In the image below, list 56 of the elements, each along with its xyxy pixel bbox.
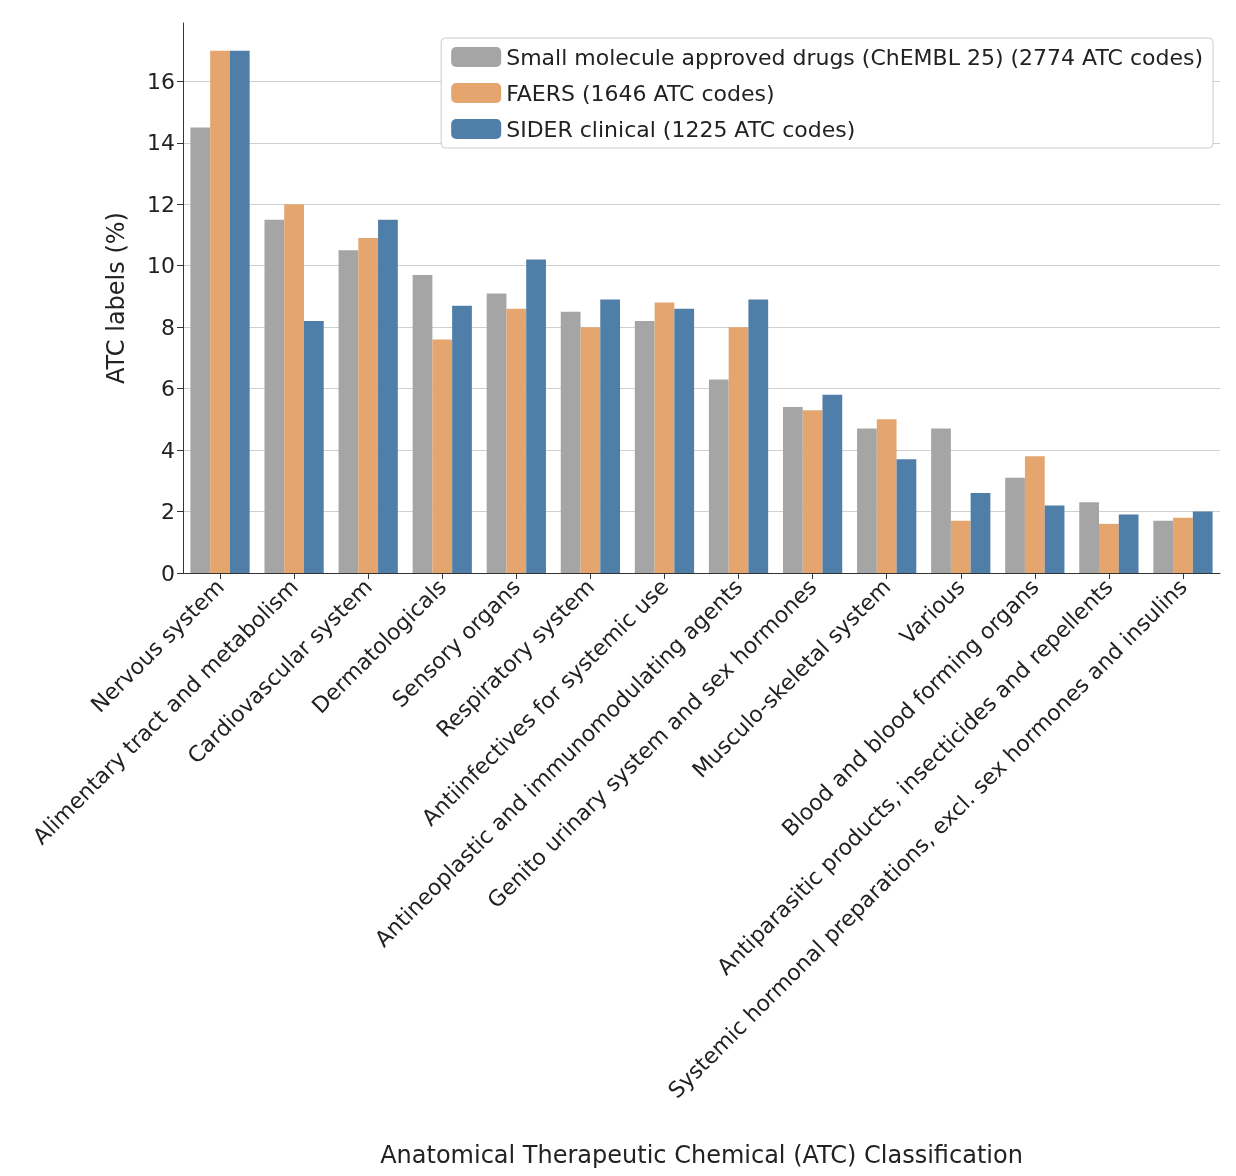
bar bbox=[1192, 511, 1213, 573]
bar bbox=[782, 407, 803, 573]
bar bbox=[857, 428, 877, 573]
y-tick-label: 6 bbox=[161, 376, 175, 402]
bar bbox=[560, 311, 581, 573]
bar bbox=[338, 250, 359, 573]
bar bbox=[654, 302, 675, 573]
bar bbox=[1099, 523, 1119, 573]
bar bbox=[432, 339, 453, 573]
bar bbox=[210, 50, 230, 573]
bar bbox=[358, 238, 379, 573]
legend-label: Small molecule approved drugs (ChEMBL 25) (2774 ATC codes) bbox=[506, 44, 1203, 70]
y-tick-label: 4 bbox=[161, 437, 175, 463]
y-tick-label: 12 bbox=[147, 191, 175, 217]
y-tick-label: 14 bbox=[147, 130, 175, 156]
bar bbox=[950, 520, 971, 573]
y-tick-label: 2 bbox=[161, 499, 175, 525]
bar bbox=[486, 293, 507, 573]
bar bbox=[229, 50, 250, 573]
bar bbox=[1153, 520, 1174, 573]
bar bbox=[1173, 517, 1193, 573]
bar bbox=[526, 259, 546, 573]
y-axis-title: ATC labels (%) bbox=[102, 212, 130, 384]
bar bbox=[970, 493, 991, 573]
bar bbox=[708, 379, 729, 573]
bar bbox=[412, 274, 433, 573]
bar bbox=[1005, 477, 1025, 573]
bar bbox=[600, 299, 621, 573]
y-tick-label: 8 bbox=[161, 314, 175, 340]
bar bbox=[378, 219, 398, 573]
bar bbox=[264, 219, 285, 573]
bar bbox=[1079, 502, 1100, 573]
bar bbox=[931, 428, 951, 573]
bar bbox=[284, 204, 304, 573]
y-tick-label: 10 bbox=[147, 253, 175, 279]
bar bbox=[822, 394, 843, 573]
y-tick-label: 0 bbox=[161, 560, 175, 586]
bar bbox=[452, 305, 472, 573]
bar bbox=[506, 308, 527, 573]
bar bbox=[190, 127, 211, 573]
bar bbox=[1044, 505, 1065, 573]
bar bbox=[580, 327, 601, 573]
bar bbox=[748, 299, 769, 573]
bar bbox=[303, 321, 324, 573]
bar bbox=[1118, 514, 1139, 573]
bar bbox=[1024, 456, 1045, 573]
x-axis-title: Anatomical Therapeutic Chemical (ATC) Classification bbox=[380, 1141, 1023, 1169]
bar bbox=[728, 327, 749, 573]
bar bbox=[896, 459, 917, 573]
bar bbox=[634, 321, 655, 573]
y-tick-label: 16 bbox=[147, 68, 175, 94]
bar bbox=[674, 308, 695, 573]
legend-label: SIDER clinical (1225 ATC codes) bbox=[506, 116, 856, 142]
bar bbox=[876, 419, 897, 573]
bar bbox=[802, 410, 823, 573]
legend-label: FAERS (1646 ATC codes) bbox=[506, 80, 775, 106]
